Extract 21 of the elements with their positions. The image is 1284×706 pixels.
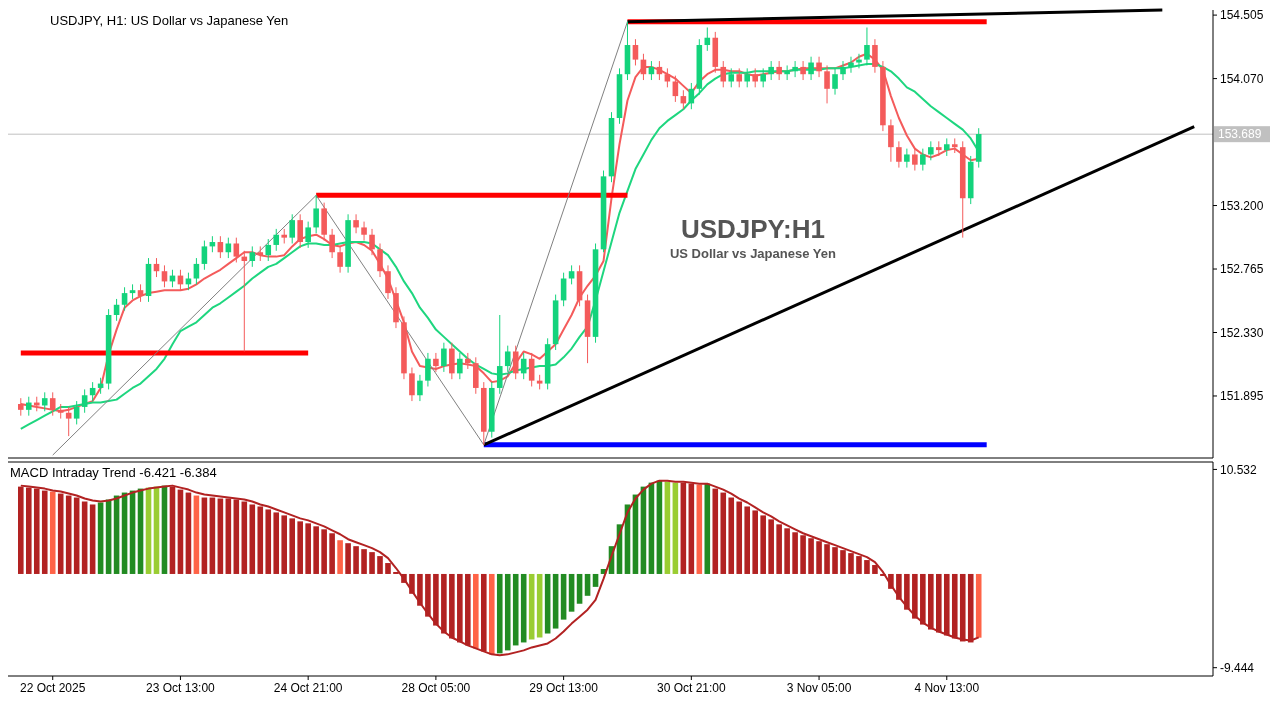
chart-title: USDJPY, H1: US Dollar vs Japanese Yen [50, 13, 289, 28]
x-tick-label: 30 Oct 21:00 [656, 681, 727, 695]
y-tick-label: 154.070 [1220, 71, 1264, 86]
y-tick-label: -9.444 [1220, 660, 1255, 675]
y-tick-label: 152.765 [1220, 262, 1264, 277]
annotation: USDJPY:H1 [680, 214, 825, 245]
x-tick-label: 4 Nov 13:00 [914, 681, 980, 695]
y-tick-label: 152.330 [1220, 325, 1264, 340]
x-tick-label: 3 Nov 05:00 [786, 681, 852, 695]
y-tick-label: 151.895 [1220, 389, 1264, 404]
y-tick-label: 10.532 [1220, 462, 1258, 477]
y-tick-label: 154.505 [1220, 8, 1264, 23]
x-tick-label: 23 Oct 13:00 [146, 681, 216, 695]
x-tick-label: 28 Oct 05:00 [401, 681, 471, 695]
x-tick-label: 29 Oct 13:00 [529, 681, 599, 695]
annotation: US Dollar vs Japanese Yen [669, 246, 836, 262]
x-tick-label: 24 Oct 21:00 [273, 681, 343, 695]
x-tick-label: 22 Oct 2025 [20, 681, 86, 695]
chart-title: MACD Intraday Trend -6.421 -6.384 [10, 465, 217, 480]
y-tick-label: 153.200 [1220, 198, 1264, 213]
ref-line-label: 153.689 [1218, 127, 1262, 142]
